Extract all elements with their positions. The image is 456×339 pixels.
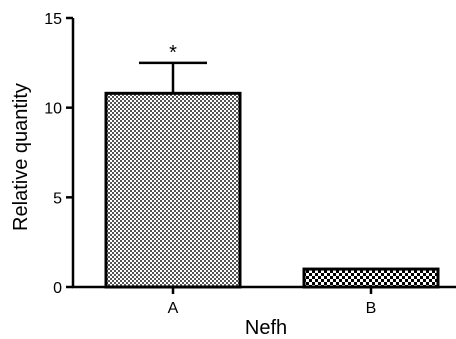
significance-marker: * [169,42,177,64]
y-axis-title: Relative quantity [10,83,32,231]
bars [104,91,440,289]
x-axis-title: Nefh [245,317,287,339]
y-tick-label: 15 [44,11,62,28]
annotations: * [169,42,177,64]
y-tick-label: 0 [53,280,62,297]
x-tick-label-A: A [168,300,179,317]
bar-B [302,267,440,289]
x-tick-label-B: B [366,300,377,317]
bar-A [104,91,242,289]
y-tick-label: 10 [44,101,62,118]
y-ticks: 0 5 10 15 [44,11,73,297]
y-tick-label: 5 [53,190,62,207]
error-bars [139,61,207,94]
